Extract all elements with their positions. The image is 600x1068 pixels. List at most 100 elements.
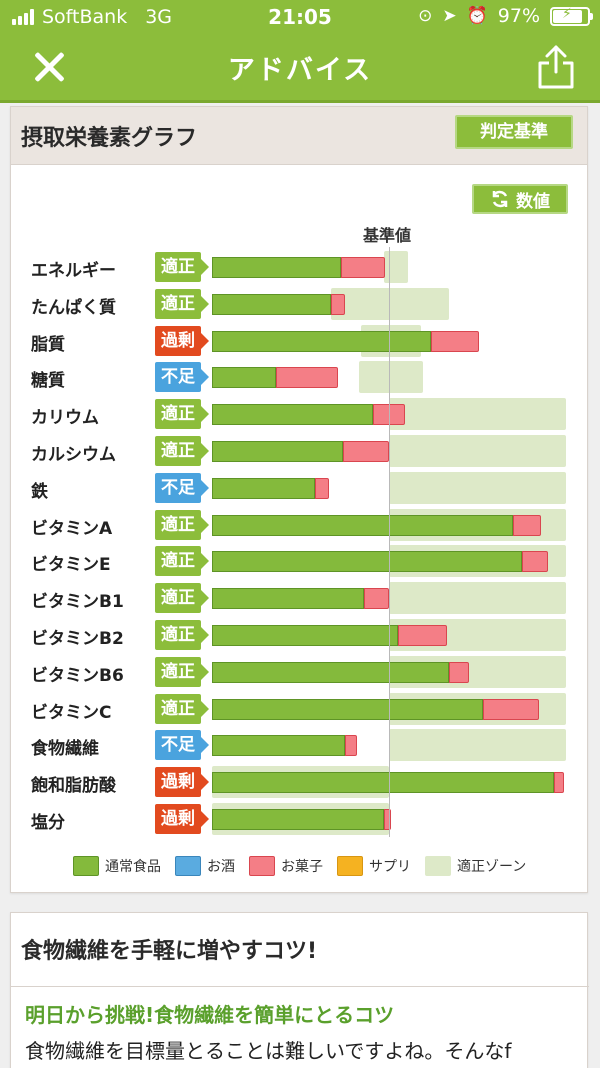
graph-card-header: 摂取栄養素グラフ 判定基準 [11,107,587,165]
optimal-zone [389,398,566,430]
optimal-zone [389,472,566,504]
bar-regular-food [212,404,373,425]
bar-regular-food [212,515,513,536]
nutrient-row: 脂質 過剰 [11,325,589,357]
nutrient-row: 飽和脂肪酸 過剰 [11,766,589,798]
nutrient-name: カルシウム [31,445,116,465]
optimal-zone [359,361,423,393]
judgment-badge: 適正 [155,289,209,319]
chart-legend: 通常食品 お酒 お菓子 サプリ 適正ゾーン [73,856,540,876]
legend-item-snack: お菓子 [249,856,323,876]
share-icon[interactable] [536,44,576,90]
nutrient-name: カリウム [31,408,99,428]
legend-item-alcohol: お酒 [175,856,235,876]
nutrient-row: ビタミンB6 適正 [11,656,589,688]
toggle-values-label: 数値 [516,191,550,212]
bar-regular-food [212,735,345,756]
nutrient-name: 脂質 [31,335,65,355]
bar-regular-food [212,331,431,352]
divider [11,986,589,987]
optimal-zone [389,729,566,761]
tips-card: 食物繊維を手軽に増やすコツ! 明日から挑戦!食物繊維を簡単にとるコツ 食物繊維を… [10,912,589,1068]
nutrient-row: 塩分 過剰 [11,803,589,835]
judgment-badge: 過剰 [155,804,209,834]
legend-item-food: 通常食品 [73,856,161,876]
judgment-badge: 過剰 [155,326,209,356]
nutrient-row: カリウム 適正 [11,398,589,430]
bar-snack [449,662,469,683]
nutrient-row: ビタミンA 適正 [11,509,589,541]
bar-regular-food [212,625,398,646]
judgment-badge: 過剰 [155,767,209,797]
orientation-lock-icon: ⊙ [418,6,433,26]
bar-regular-food [212,441,343,462]
bar-regular-food [212,809,384,830]
bar-snack [315,478,329,499]
legend-label: サプリ [369,859,411,875]
optimal-zone [389,582,566,614]
nutrient-name: エネルギー [31,261,116,281]
nutrient-row: 糖質 不足 [11,361,589,393]
nutrient-name: ビタミンB2 [31,629,124,649]
legend-label: お酒 [207,859,235,875]
reference-value-label: 基準値 [363,226,412,245]
nutrient-name: ビタミンB1 [31,592,124,612]
graph-card-title: 摂取栄養素グラフ [21,126,198,151]
bar-regular-food [212,662,449,683]
nutrient-row: ビタミンB1 適正 [11,582,589,614]
nutrient-name: ビタミンC [31,703,112,723]
optimal-zone [331,288,449,320]
bar-regular-food [212,294,331,315]
location-icon: ➤ [442,6,457,26]
optimal-zone [389,435,566,467]
nutrient-row: エネルギー 適正 [11,251,589,283]
nutrient-row: ビタミンB2 適正 [11,619,589,651]
nutrient-name: ビタミンA [31,519,113,539]
judgment-badge: 適正 [155,657,209,687]
judgment-badge: 不足 [155,473,209,503]
bar-snack [364,588,389,609]
bar-regular-food [212,367,276,388]
bar-snack [483,699,539,720]
legend-item-supplement: サプリ [337,856,411,876]
nutrient-row: カルシウム 適正 [11,435,589,467]
bar-snack [345,735,357,756]
bar-regular-food [212,772,554,793]
nutrient-name: 飽和脂肪酸 [31,776,116,796]
judgment-badge: 不足 [155,730,209,760]
bar-snack [554,772,564,793]
nutrient-name: 塩分 [31,813,65,833]
bar-snack [384,809,391,830]
bar-regular-food [212,699,483,720]
nutrient-graph-card: 摂取栄養素グラフ 判定基準 数値 基準値 エネルギー 適正 たんぱく質 適正 脂質 過剰糖… [10,106,588,893]
bar-snack [431,331,479,352]
judgment-criteria-button[interactable]: 判定基準 [455,115,573,149]
nutrient-name: 食物繊維 [31,739,99,759]
carrier-label: SoftBank [42,6,128,28]
bar-regular-food [212,257,341,278]
judgment-badge: 適正 [155,546,209,576]
nutrient-name: 鉄 [31,482,48,502]
legend-label: 通常食品 [105,859,161,875]
judgment-badge: 適正 [155,694,209,724]
app-header: SoftBank 3G 21:05 ⊙ ➤ ⏰ 97% ⚡ アドバイス [0,0,600,103]
tips-article-link[interactable]: 明日から挑戦!食物繊維を簡単にとるコツ [25,1003,395,1027]
bar-snack [276,367,338,388]
bar-regular-food [212,588,364,609]
reference-line [389,247,390,837]
bar-snack [513,515,541,536]
battery-icon: ⚡ [550,6,593,26]
judgment-badge: 適正 [155,399,209,429]
nutrient-row: ビタミンC 適正 [11,693,589,725]
bar-snack [341,257,385,278]
legend-label: お菓子 [281,859,323,875]
nutrient-name: たんぱく質 [31,298,116,318]
nutrient-name: ビタミンE [31,555,111,575]
battery-percent: 97% [497,5,540,27]
bar-regular-food [212,478,315,499]
page-title: アドバイス [227,55,373,86]
tips-article-body: 食物繊維を目標量とることは難しいですよね。そんなf [25,1039,512,1063]
toggle-values-button[interactable]: 数値 [472,184,568,214]
bar-snack [343,441,389,462]
bar-snack [398,625,447,646]
